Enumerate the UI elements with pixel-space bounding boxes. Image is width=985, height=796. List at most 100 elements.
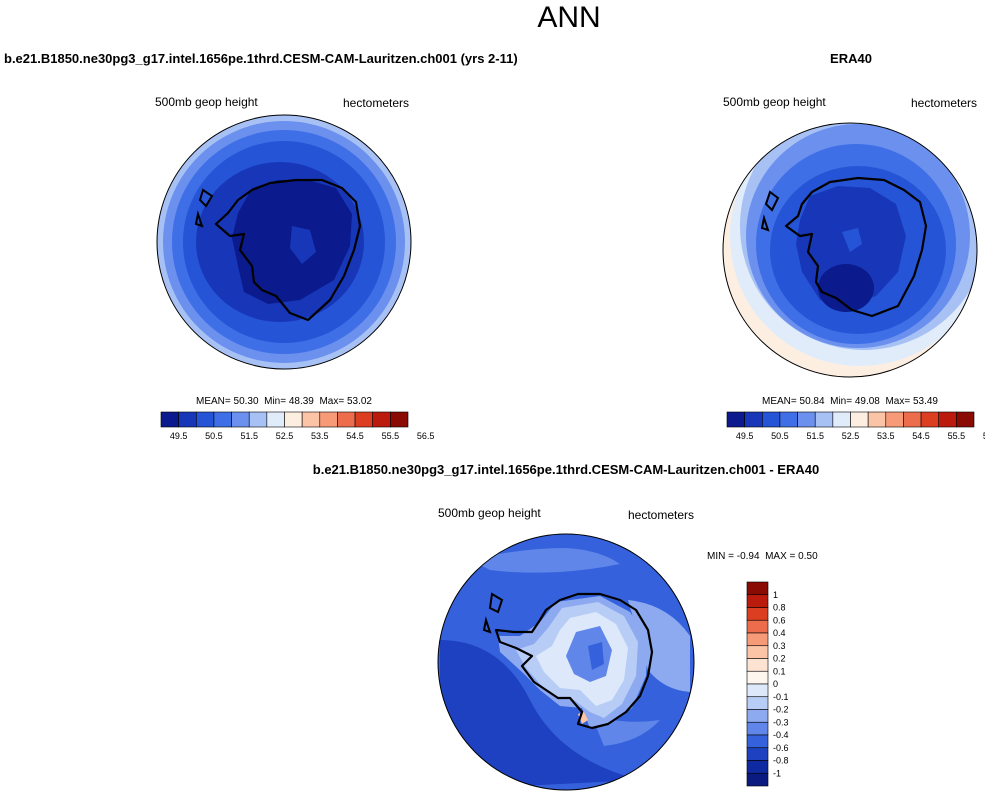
- colorbar-swatch: [746, 670, 769, 685]
- colorbar-swatch: [746, 709, 769, 723]
- panel-b-colorbar: 49.5 50.5 51.5 52.5 53.5 54.5 55.5 56.5: [726, 411, 985, 441]
- colorbar-swatch: [746, 619, 769, 634]
- colorbar-label: 0.3: [773, 641, 786, 651]
- colorbar-swatch: [746, 760, 769, 774]
- panel-b-left-label: 500mb geop height: [723, 95, 826, 109]
- colorbar-label: 49.5: [170, 431, 188, 441]
- colorbar-swatch: [761, 411, 781, 428]
- colorbar-label: 0.8: [773, 603, 786, 613]
- colorbar-swatch: [903, 411, 922, 428]
- panel-b-map: [723, 123, 977, 377]
- colorbar-swatch: [746, 696, 769, 710]
- colorbar-swatch: [779, 411, 798, 428]
- colorbar-swatch: [956, 411, 975, 428]
- colorbar-swatch: [744, 411, 763, 428]
- colorbar-swatch: [213, 411, 232, 428]
- colorbar-swatch: [746, 607, 769, 621]
- colorbar-label: 51.5: [806, 431, 824, 441]
- panel-c-colorbar: 1 0.8 0.6 0.4 0.3 0.2 0.1 0 -0.1 -0.2 -0.3 -0.4 -0.6…: [746, 581, 789, 787]
- panel-a-title: b.e21.B1850.ne30pg3_g17.intel.1656pe.1th…: [4, 51, 518, 66]
- colorbar-swatch: [867, 411, 887, 428]
- colorbar-label: 56.5: [417, 431, 435, 441]
- colorbar-label: -0.2: [773, 705, 789, 715]
- colorbar-label: 55.5: [948, 431, 966, 441]
- colorbar-swatch: [746, 645, 769, 659]
- colorbar-label: 0: [773, 679, 778, 689]
- colorbar-label: 0.2: [773, 654, 786, 664]
- colorbar-swatch: [746, 734, 769, 749]
- colorbar-label: 50.5: [771, 431, 789, 441]
- colorbar-swatch: [248, 411, 268, 428]
- colorbar-swatch: [746, 683, 769, 698]
- colorbar-swatch: [746, 658, 769, 672]
- colorbar-swatch: [354, 411, 374, 428]
- panel-a-colorbar: 49.5 50.5 51.5 52.5 53.5 54.5 55.5 56.5: [160, 411, 435, 441]
- colorbar-swatch: [746, 632, 769, 647]
- panel-a-coastline: [214, 178, 362, 322]
- panel-a: 500mb geop height hectometers MEAN= 50.3…: [155, 95, 434, 441]
- panel-b-right-label: hectometers: [911, 96, 977, 110]
- colorbar-label: -0.4: [773, 730, 789, 740]
- colorbar-swatch: [746, 721, 769, 736]
- colorbar-label: -1: [773, 768, 781, 778]
- panel-b-coastline: [784, 176, 928, 318]
- colorbar-label: 52.5: [276, 431, 294, 441]
- colorbar-swatch: [301, 411, 321, 428]
- colorbar-swatch: [746, 581, 769, 596]
- colorbar-label: -0.6: [773, 743, 789, 753]
- panel-c-map: [438, 534, 694, 790]
- colorbar-swatch: [726, 411, 745, 428]
- colorbar-label: 53.5: [877, 431, 895, 441]
- colorbar-swatch: [160, 411, 179, 428]
- colorbar-label: -0.1: [773, 692, 789, 702]
- colorbar-swatch: [885, 411, 904, 428]
- colorbar-swatch: [814, 411, 834, 428]
- panel-c-left-label: 500mb geop height: [438, 506, 541, 520]
- colorbar-label: 56.5: [983, 431, 985, 441]
- colorbar-swatch: [832, 411, 851, 428]
- colorbar-swatch: [337, 411, 356, 428]
- panel-c-right-label: hectometers: [628, 508, 694, 522]
- colorbar-label: 52.5: [842, 431, 860, 441]
- colorbar-swatch: [746, 747, 769, 761]
- colorbar-swatch: [178, 411, 197, 428]
- colorbar-label: 54.5: [912, 431, 930, 441]
- colorbar-label: 55.5: [382, 431, 400, 441]
- colorbar-swatch: [938, 411, 957, 428]
- colorbar-swatch: [372, 411, 391, 428]
- colorbar-swatch: [920, 411, 940, 428]
- panel-c: 500mb geop height hectometers MIN = -0.9…: [437, 506, 818, 791]
- colorbar-swatch: [850, 411, 869, 428]
- colorbar-label: 0.6: [773, 615, 786, 625]
- panel-a-stats: MEAN= 50.30 Min= 48.39 Max= 53.02: [196, 396, 372, 407]
- colorbar-label: 50.5: [205, 431, 223, 441]
- colorbar-label: 1: [773, 590, 778, 600]
- colorbar-swatch: [284, 411, 303, 428]
- colorbar-label: 51.5: [240, 431, 258, 441]
- panel-c-coastline: [494, 592, 654, 730]
- panel-a-left-label: 500mb geop height: [155, 95, 258, 109]
- panel-c-title: b.e21.B1850.ne30pg3_g17.intel.1656pe.1th…: [313, 462, 819, 477]
- panel-a-map: [157, 115, 411, 369]
- colorbar-swatch: [390, 411, 409, 428]
- page-title: ANN: [537, 1, 600, 34]
- colorbar-swatch: [231, 411, 250, 428]
- colorbar-label: 49.5: [736, 431, 754, 441]
- colorbar-swatch: [797, 411, 816, 428]
- colorbar-label: -0.3: [773, 717, 789, 727]
- panel-b-title: ERA40: [830, 51, 872, 66]
- colorbar-label: 0.4: [773, 628, 786, 638]
- colorbar-swatch: [266, 411, 285, 428]
- colorbar-swatch: [746, 594, 769, 608]
- colorbar-label: -0.8: [773, 756, 789, 766]
- colorbar-label: 54.5: [346, 431, 364, 441]
- colorbar-label: 53.5: [311, 431, 329, 441]
- colorbar-swatch: [195, 411, 215, 428]
- panel-b-stats: MEAN= 50.84 Min= 49.08 Max= 53.49: [762, 396, 938, 407]
- colorbar-label: 0.1: [773, 666, 786, 676]
- colorbar-swatch: [319, 411, 338, 428]
- panel-c-stats: MIN = -0.94 MAX = 0.50: [707, 551, 818, 562]
- colorbar-swatch: [746, 772, 769, 787]
- panel-a-right-label: hectometers: [343, 96, 409, 110]
